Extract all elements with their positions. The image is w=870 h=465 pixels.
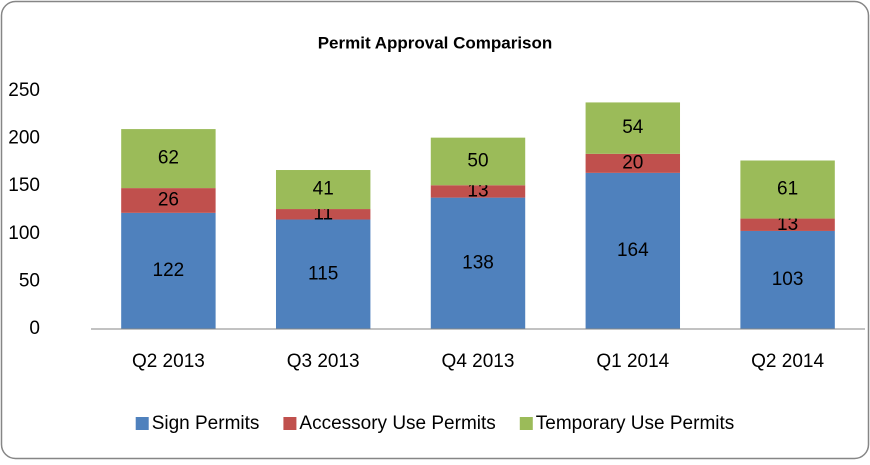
bar-segment — [740, 230, 835, 329]
legend-label: Sign Permits — [152, 413, 260, 434]
bar-segment — [430, 197, 526, 329]
legend-label: Temporary Use Permits — [536, 413, 735, 434]
data-label: 164 — [617, 240, 649, 261]
bar-segment — [430, 185, 526, 198]
y-tick-label: 50 — [19, 270, 40, 291]
legend-label: Accessory Use Permits — [299, 413, 495, 434]
x-tick-label: Q2 2013 — [132, 351, 205, 372]
data-label: 115 — [308, 263, 338, 284]
bar-segment — [121, 188, 216, 213]
bar-segment — [585, 153, 681, 173]
x-tick-label: Q4 2013 — [442, 351, 515, 372]
x-tick-label: Q3 2013 — [287, 351, 360, 372]
bar-segment — [430, 137, 526, 186]
data-label: 26 — [158, 189, 179, 210]
y-tick-label: 150 — [8, 175, 40, 196]
data-label: 61 — [777, 179, 798, 200]
legend-swatch — [283, 417, 297, 430]
x-tick-label: Q2 2014 — [751, 351, 824, 372]
data-label: 62 — [158, 148, 179, 169]
data-label: 103 — [772, 269, 804, 290]
bar-segment — [275, 209, 371, 220]
bar-segment — [121, 212, 216, 329]
data-label: 50 — [467, 150, 488, 171]
bar-segment — [275, 219, 371, 329]
bar-segment — [121, 129, 216, 189]
data-label: 20 — [622, 152, 643, 173]
legend-swatch — [519, 417, 533, 430]
bar-segment — [275, 170, 371, 210]
x-tick-label: Q1 2014 — [596, 351, 669, 372]
data-label: 13 — [467, 180, 488, 201]
data-label: 41 — [313, 179, 334, 200]
data-label: 54 — [622, 117, 644, 138]
y-tick-label: 200 — [8, 128, 40, 149]
bar-segment — [740, 218, 835, 231]
legend-swatch — [135, 417, 149, 430]
y-tick-label: 100 — [8, 223, 40, 244]
data-label: 13 — [777, 214, 798, 235]
data-label: 138 — [462, 252, 494, 273]
bar-segment — [585, 172, 681, 329]
y-tick-label: 0 — [29, 318, 40, 339]
chart-title: Permit Approval Comparison — [318, 33, 553, 52]
bar-segment — [585, 102, 681, 154]
y-tick-label: 250 — [8, 80, 40, 101]
data-label: 122 — [153, 260, 185, 281]
bar-segment — [740, 160, 835, 219]
